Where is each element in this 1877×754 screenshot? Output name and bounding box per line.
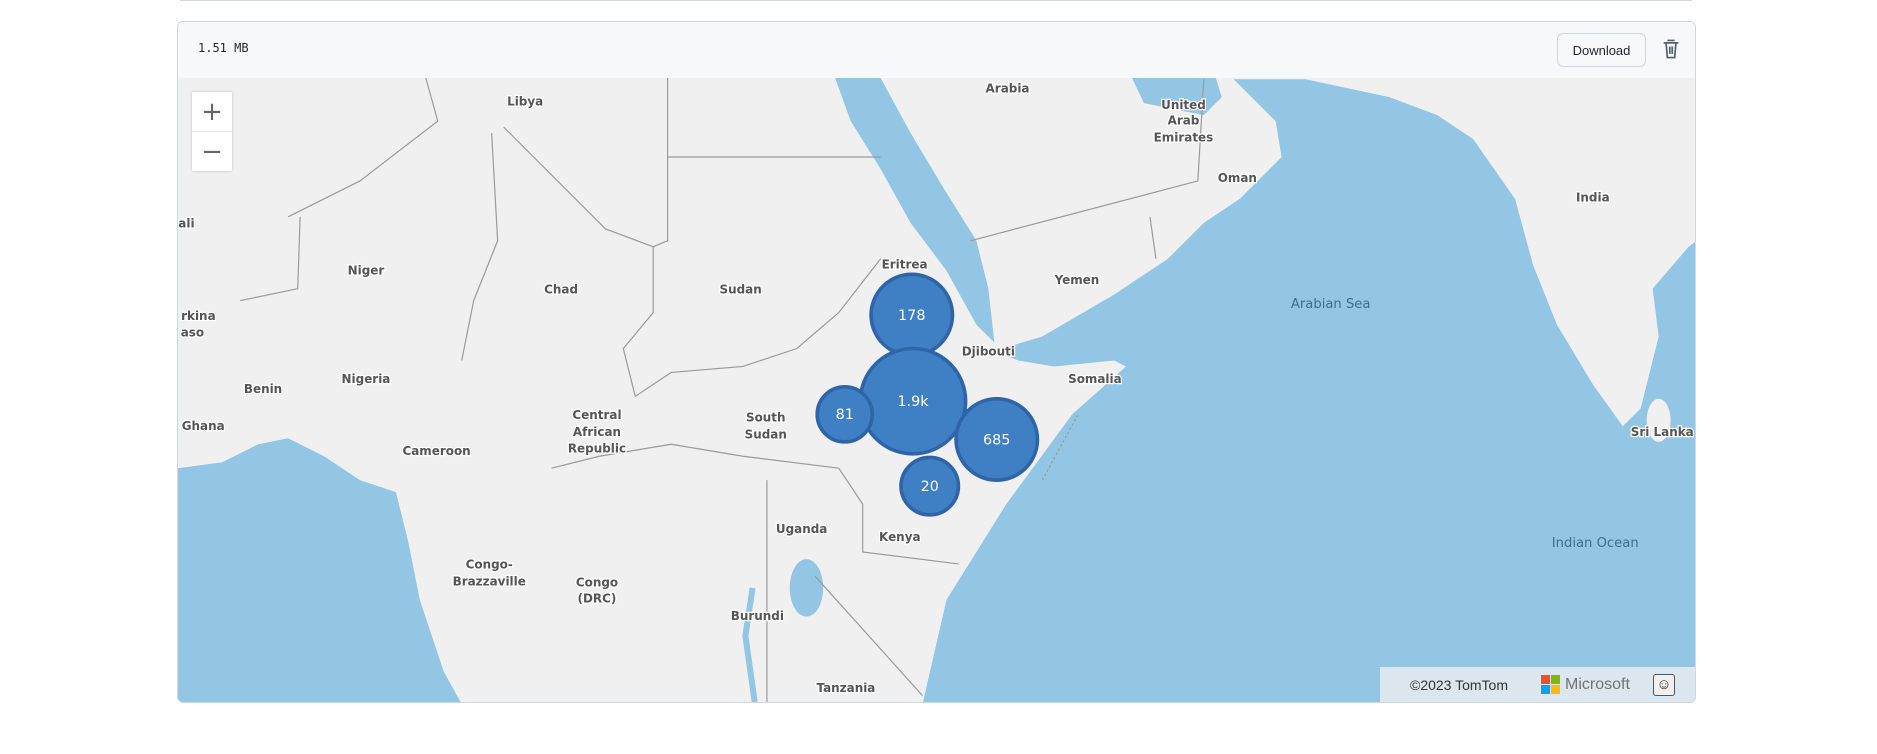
label-oman: Oman [1218,171,1257,185]
label-india: India [1576,190,1610,204]
map-canvas[interactable]: Libya Arabia United Arab Emirates Oman I… [178,77,1696,703]
label-benin: Benin [244,382,282,396]
label-car: Central [572,408,621,422]
indian-ocean-water [922,79,1695,702]
trash-icon[interactable] [1661,38,1681,60]
label-kenya: Kenya [879,530,921,544]
label-arabian-sea: Arabian Sea [1291,297,1371,312]
attribution-bar: ©2023 TomTom Microsoft ☺ [1380,667,1695,702]
label-south-sudan: South [746,411,786,425]
label-uae: United [1161,98,1206,112]
microsoft-logo-icon [1541,675,1560,694]
label-burundi: Burundi [731,609,784,623]
smiley-icon[interactable]: ☺ [1653,674,1675,696]
label-burkina: aso [181,326,204,340]
cluster-count: 178 [898,308,925,324]
atlantic-water [178,438,461,702]
label-car: African [573,425,621,439]
cluster-bubble[interactable] [815,385,875,444]
label-burkina: rkina [181,309,216,323]
label-chad: Chad [544,282,578,296]
persian-gulf-water [1132,78,1222,116]
label-ghana: Ghana [182,419,225,433]
label-cameroon: Cameroon [402,444,470,458]
country-borders [240,77,1205,702]
lake-tanganyika [742,587,758,702]
sri-lanka-land [1646,398,1671,442]
label-south-sudan: Sudan [745,427,787,441]
cluster-bubble[interactable] [954,396,1040,482]
label-tanzania: Tanzania [816,681,875,695]
label-niger: Niger [348,263,385,277]
zoom-control: + − [192,92,232,171]
label-drc: (DRC) [578,591,617,605]
cluster-bubble[interactable] [899,455,961,517]
label-uae: Arab [1168,114,1200,128]
label-congo: Congo- [466,558,513,572]
zoom-in-button[interactable]: + [192,92,232,132]
label-somalia: Somalia [1068,372,1122,386]
cluster-count: 1.9k [897,394,929,410]
file-size: 1.51 MB [198,41,249,55]
divider [180,0,1692,1]
red-sea-water [835,78,995,343]
label-libya: Libya [507,95,543,109]
label-mali: ali [178,217,194,231]
label-drc: Congo [576,576,618,590]
microsoft-logo: Microsoft [1541,675,1630,694]
label-nigeria: Nigeria [342,372,391,386]
lake-victoria [789,559,824,617]
cluster-count: 685 [983,432,1010,448]
download-button[interactable]: Download [1557,33,1646,67]
copyright-text: ©2023 TomTom [1410,677,1508,693]
cluster-count: 81 [836,407,854,423]
label-indian-ocean: Indian Ocean [1552,536,1639,551]
map-view[interactable]: Libya Arabia United Arab Emirates Oman I… [178,77,1696,703]
microsoft-label: Microsoft [1565,675,1630,693]
label-djibouti: Djibouti [962,345,1015,359]
cluster-count: 20 [921,479,939,495]
label-uganda: Uganda [776,522,827,536]
file-preview-card: 1.51 MB Download Libya Ara [177,21,1696,703]
label-congo: Brazzaville [453,575,526,589]
label-arabia: Arabia [986,81,1030,95]
label-uae: Emirates [1154,130,1214,144]
file-header: 1.51 MB Download [178,22,1695,79]
label-sudan: Sudan [719,282,761,296]
label-yemen: Yemen [1054,273,1100,287]
zoom-out-button[interactable]: − [201,136,223,167]
label-car: Republic [568,442,626,456]
label-eritrea: Eritrea [882,257,928,271]
label-sri-lanka: Sri Lanka [1631,425,1694,439]
